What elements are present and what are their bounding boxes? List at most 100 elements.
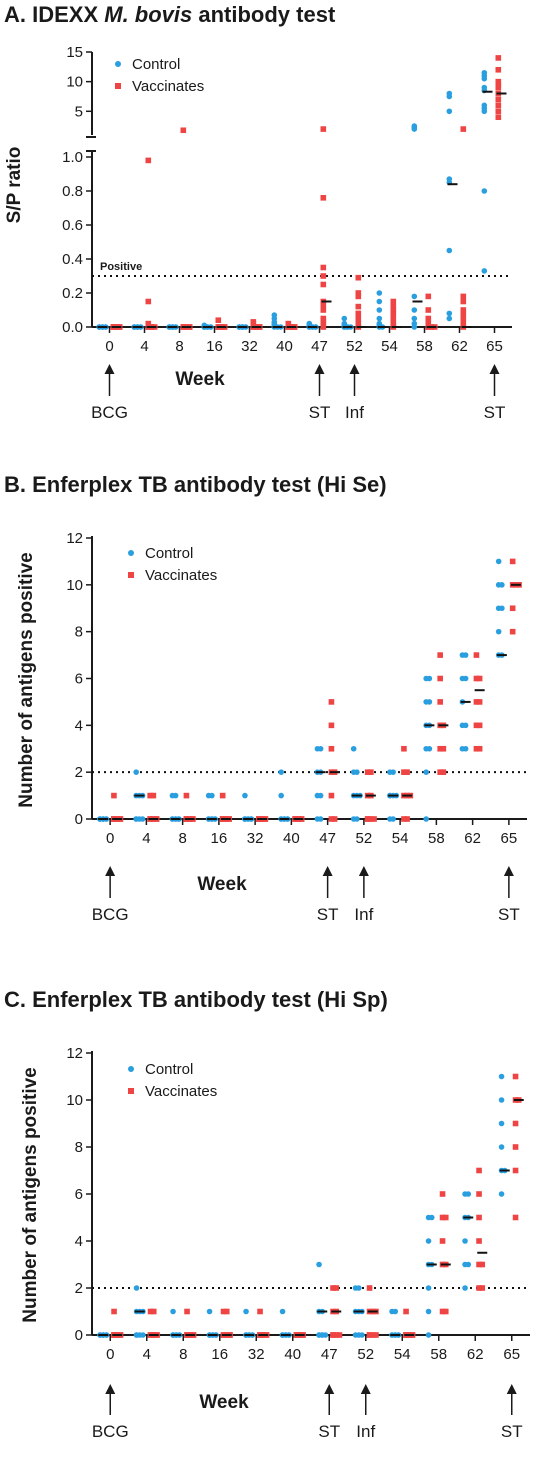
point-vaccinates-week-65: [495, 108, 502, 115]
point-control-week-58: [423, 769, 429, 775]
threshold-label: Positive: [100, 261, 142, 273]
point-control-week-62: [446, 315, 453, 322]
legend-control-label: Control: [145, 545, 193, 562]
legend-control-label: Control: [132, 56, 180, 73]
point-vaccinates-week-47: [328, 699, 335, 705]
point-vaccinates-week-62: [473, 652, 480, 658]
event-label-bcg: BCG: [92, 905, 129, 924]
point-control-week-62: [462, 1285, 468, 1291]
point-control-week-58: [426, 745, 433, 752]
y-tick-label: 10: [66, 1092, 83, 1109]
point-vaccinates-week-4: [145, 320, 152, 327]
point-vaccinates-week-65: [512, 1214, 519, 1221]
panel-a-title-prefix: A. IDEXX: [4, 2, 105, 27]
point-vaccinates-week-65: [509, 628, 516, 635]
point-vaccinates-week-58: [439, 1214, 446, 1221]
point-control-week-52: [355, 1285, 362, 1291]
y-tick-label: 0.4: [62, 251, 83, 268]
point-control-week-58: [425, 1285, 432, 1291]
x-tick-label-week-58: 58: [428, 830, 445, 847]
point-vaccinates-week-32: [250, 320, 257, 327]
legend-control-marker: [128, 1066, 134, 1072]
event-arrow-head-st: [503, 866, 514, 876]
x-tick-label-week-54: 54: [392, 830, 409, 847]
point-vaccinates-week-4: [150, 792, 157, 799]
point-vaccinates-week-58: [442, 1214, 449, 1221]
point-vaccinates-week-62: [460, 298, 467, 305]
point-control-week-65: [481, 108, 488, 115]
event-label-st: ST: [318, 1422, 340, 1441]
point-control-week-65: [498, 1073, 505, 1080]
point-control-week-58: [411, 315, 418, 322]
point-vaccinates-week-62: [476, 1238, 482, 1244]
point-vaccinates-week-65: [495, 78, 502, 85]
x-tick-label-week-62: 62: [451, 338, 468, 355]
point-control-week-40: [279, 1308, 286, 1315]
x-tick-label-week-16: 16: [211, 1346, 228, 1363]
point-vaccinates-week-58: [425, 320, 432, 327]
point-vaccinates-week-16: [223, 1308, 230, 1315]
point-vaccinates-week-52: [368, 816, 374, 822]
panel-a-title-italic: M. bovis: [104, 2, 193, 27]
x-tick-label-week-52: 52: [346, 338, 363, 355]
y-tick-label: 8: [75, 624, 83, 641]
point-control-week-4: [139, 816, 146, 822]
x-tick-label-week-54: 54: [394, 1346, 411, 1363]
event-label-bcg: BCG: [91, 403, 128, 422]
point-control-week-65: [495, 628, 502, 635]
point-vaccinates-week-52: [366, 1332, 373, 1338]
event-label-st: ST: [498, 905, 520, 924]
panel-c-chart: 0 2 4 6 8 10 12 0 4 8 16 32 40 47 52 54 58 62 65 Week Number…: [20, 1045, 530, 1441]
point-control-week-62: [462, 722, 469, 729]
x-tick-label-week-4: 4: [140, 338, 148, 355]
point-vaccinates-week-47: [320, 126, 327, 132]
x-tick-label-week-0: 0: [106, 1346, 114, 1363]
point-control-week-65: [499, 605, 505, 612]
event-arrow-head-bcg: [104, 364, 115, 374]
y-tick-label: 0: [75, 1327, 83, 1344]
legend-control-label: Control: [145, 1061, 193, 1078]
panel-b: B. Enferplex TB antibody test (Hi Se) 0 2…: [0, 470, 550, 940]
point-control-week-4: [140, 1332, 146, 1338]
x-tick-label-week-40: 40: [283, 830, 300, 847]
x-tick-label-week-54: 54: [381, 338, 398, 355]
point-vaccinates-week-4: [145, 157, 152, 164]
x-tick-label-week-32: 32: [247, 830, 264, 847]
x-tick-label-week-8: 8: [178, 830, 186, 847]
y-tick-label: 6: [75, 671, 83, 688]
point-control-week-58: [423, 816, 429, 822]
point-vaccinates-week-52: [368, 769, 374, 775]
point-control-week-4: [133, 816, 139, 822]
point-vaccinates-week-58: [425, 315, 432, 322]
point-vaccinates-week-47: [320, 307, 327, 313]
point-vaccinates-week-65: [495, 81, 502, 88]
point-control-week-62: [462, 1238, 468, 1244]
point-control-week-65: [498, 1120, 505, 1127]
point-vaccinates-week-65: [509, 558, 516, 565]
event-arrow-head-inf: [360, 1384, 371, 1394]
point-control-week-62: [446, 108, 453, 115]
point-vaccinates-week-16: [215, 317, 222, 323]
point-control-week-4: [133, 1332, 140, 1338]
point-control-week-47: [317, 745, 324, 752]
point-control-week-54: [376, 290, 383, 296]
point-control-week-32: [242, 792, 248, 799]
point-control-week-58: [411, 293, 418, 300]
y-tick-label: 10: [66, 577, 83, 594]
event-label-st: ST: [309, 403, 331, 422]
point-vaccinates-week-65: [495, 96, 502, 103]
point-vaccinates-week-58: [437, 769, 443, 775]
point-vaccinates-week-65: [495, 55, 502, 61]
point-control-week-47: [317, 792, 324, 799]
y-tick-label: 2: [75, 1280, 83, 1297]
point-vaccinates-week-54: [401, 745, 407, 752]
x-tick-label-week-16: 16: [211, 830, 228, 847]
point-vaccinates-week-47: [320, 273, 327, 279]
point-vaccinates-week-65: [495, 66, 502, 73]
point-vaccinates-week-8: [183, 792, 190, 799]
point-vaccinates-week-62: [476, 1214, 482, 1221]
point-vaccinates-week-62: [460, 126, 467, 132]
point-control-week-52: [341, 315, 348, 322]
point-vaccinates-week-4: [150, 1308, 157, 1315]
x-tick-label-week-58: 58: [416, 338, 433, 355]
